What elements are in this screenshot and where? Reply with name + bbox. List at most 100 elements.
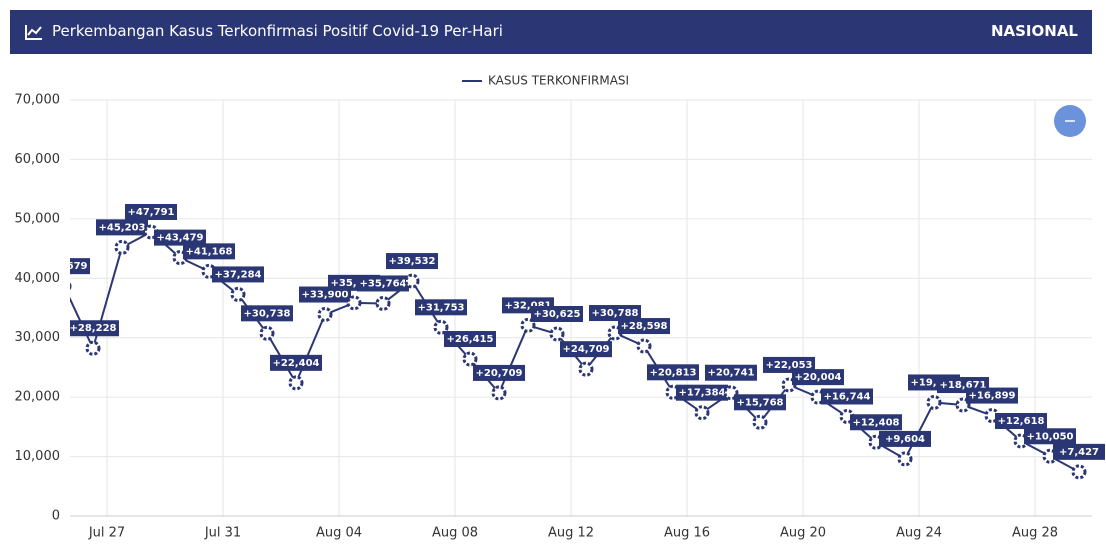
data-label: +30,788 [592, 308, 639, 319]
data-label: +45,203 [99, 222, 146, 233]
x-tick-label: Jul 27 [88, 526, 125, 541]
data-label: +22,053 [766, 360, 813, 371]
chart-icon [25, 25, 42, 40]
data-label: +12,408 [853, 417, 900, 428]
virus-marker [230, 286, 246, 302]
data-label-box [1053, 443, 1105, 460]
data-label: +7,427 [1059, 447, 1099, 458]
virus-marker [897, 451, 913, 467]
data-label: +38,679 [41, 261, 88, 272]
data-label-box [966, 387, 1018, 404]
data-label: +47,791 [128, 207, 175, 218]
virus-marker [85, 340, 101, 356]
data-label-box [270, 354, 322, 371]
x-tick-label: Aug 08 [432, 526, 478, 541]
data-label-box [70, 258, 90, 275]
x-tick-label: Aug 28 [1012, 526, 1058, 541]
data-label-box [125, 203, 177, 220]
legend-label: KASUS TERKONFIRMASI [488, 74, 629, 88]
data-label: +24,709 [563, 344, 610, 355]
y-tick-label: 40,000 [15, 271, 61, 286]
x-tick-label: Jul 31 [204, 526, 241, 541]
y-tick-label: 70,000 [15, 93, 61, 108]
virus-marker [578, 361, 594, 377]
data-label-box [995, 413, 1047, 430]
virus-marker [926, 394, 942, 410]
data-label: +17,384 [679, 388, 726, 399]
data-label: +26,415 [447, 334, 494, 345]
data-label: +33,900 [302, 290, 349, 301]
data-label: +9,604 [885, 434, 925, 445]
x-tick-label: Aug 24 [896, 526, 942, 541]
data-label-box [589, 305, 641, 322]
header-title: Perkembangan Kasus Terkonfirmasi Positif… [52, 22, 503, 40]
data-label-box [241, 305, 293, 322]
data-label: +15,768 [737, 397, 784, 408]
x-tick-label: Aug 16 [664, 526, 710, 541]
virus-marker [317, 307, 333, 323]
data-label: +10,050 [1027, 431, 1074, 442]
data-label-box [357, 275, 409, 292]
x-tick-label: Aug 20 [780, 526, 826, 541]
y-tick-label: 60,000 [15, 152, 61, 167]
data-label: +39,532 [389, 256, 436, 267]
virus-marker [288, 375, 304, 391]
data-label: +18,671 [940, 380, 987, 391]
virus-marker [404, 273, 420, 289]
plot-area: +38,679 +28,228 +45,203 +47,791 +43,479 +41,1… [41, 203, 1105, 480]
y-tick-label: 50,000 [15, 211, 61, 226]
data-label: +28,228 [70, 323, 117, 334]
y-tick-label: 30,000 [15, 330, 61, 345]
data-label: +20,741 [708, 368, 755, 379]
data-label: +35,764 [360, 278, 407, 289]
header: Perkembangan Kasus Terkonfirmasi Positif… [10, 10, 1092, 54]
data-label-box [763, 356, 815, 373]
data-label: +37,284 [215, 269, 262, 280]
zoom-button[interactable] [1054, 105, 1086, 137]
data-label: +43,479 [157, 233, 204, 244]
virus-marker [636, 338, 652, 354]
data-label: +28,598 [621, 321, 668, 332]
virus-marker [259, 325, 275, 341]
data-label-box [531, 306, 583, 322]
data-label: +16,899 [969, 391, 1016, 402]
data-label: +22,404 [273, 358, 320, 369]
data-label: +12,618 [998, 416, 1045, 427]
data-label-box [154, 229, 206, 246]
data-label-box [70, 320, 119, 337]
virus-marker [491, 385, 507, 401]
virus-marker [462, 351, 478, 367]
virus-marker [1071, 464, 1087, 480]
data-label: +41,168 [186, 246, 233, 257]
data-label-box [879, 430, 931, 447]
virus-marker [375, 295, 391, 311]
data-label-box [850, 414, 902, 431]
y-tick-label: 0 [52, 509, 60, 524]
data-label-box [821, 388, 873, 405]
data-label-box [212, 266, 264, 283]
data-label-box [647, 364, 699, 381]
x-tick-label: Aug 04 [316, 526, 362, 541]
virus-marker [549, 326, 565, 342]
data-label: +32,081 [505, 300, 552, 311]
virus-marker [520, 317, 536, 333]
virus-marker [433, 319, 449, 335]
data-label: +35,867 [331, 278, 378, 289]
data-label-box [734, 394, 786, 411]
virus-marker [752, 414, 768, 430]
data-label-box [705, 364, 757, 381]
virus-marker [694, 405, 710, 421]
data-label-box [183, 243, 235, 260]
data-label-box [618, 318, 670, 335]
data-label-box [1024, 428, 1076, 445]
virus-marker [346, 295, 362, 311]
data-label-box [96, 219, 148, 236]
data-label: +20,813 [650, 367, 697, 378]
data-label-box [415, 299, 467, 316]
data-label: +20,709 [476, 368, 523, 379]
virus-marker [114, 239, 130, 255]
data-label-box [444, 331, 496, 348]
data-label: +31,753 [418, 302, 465, 313]
